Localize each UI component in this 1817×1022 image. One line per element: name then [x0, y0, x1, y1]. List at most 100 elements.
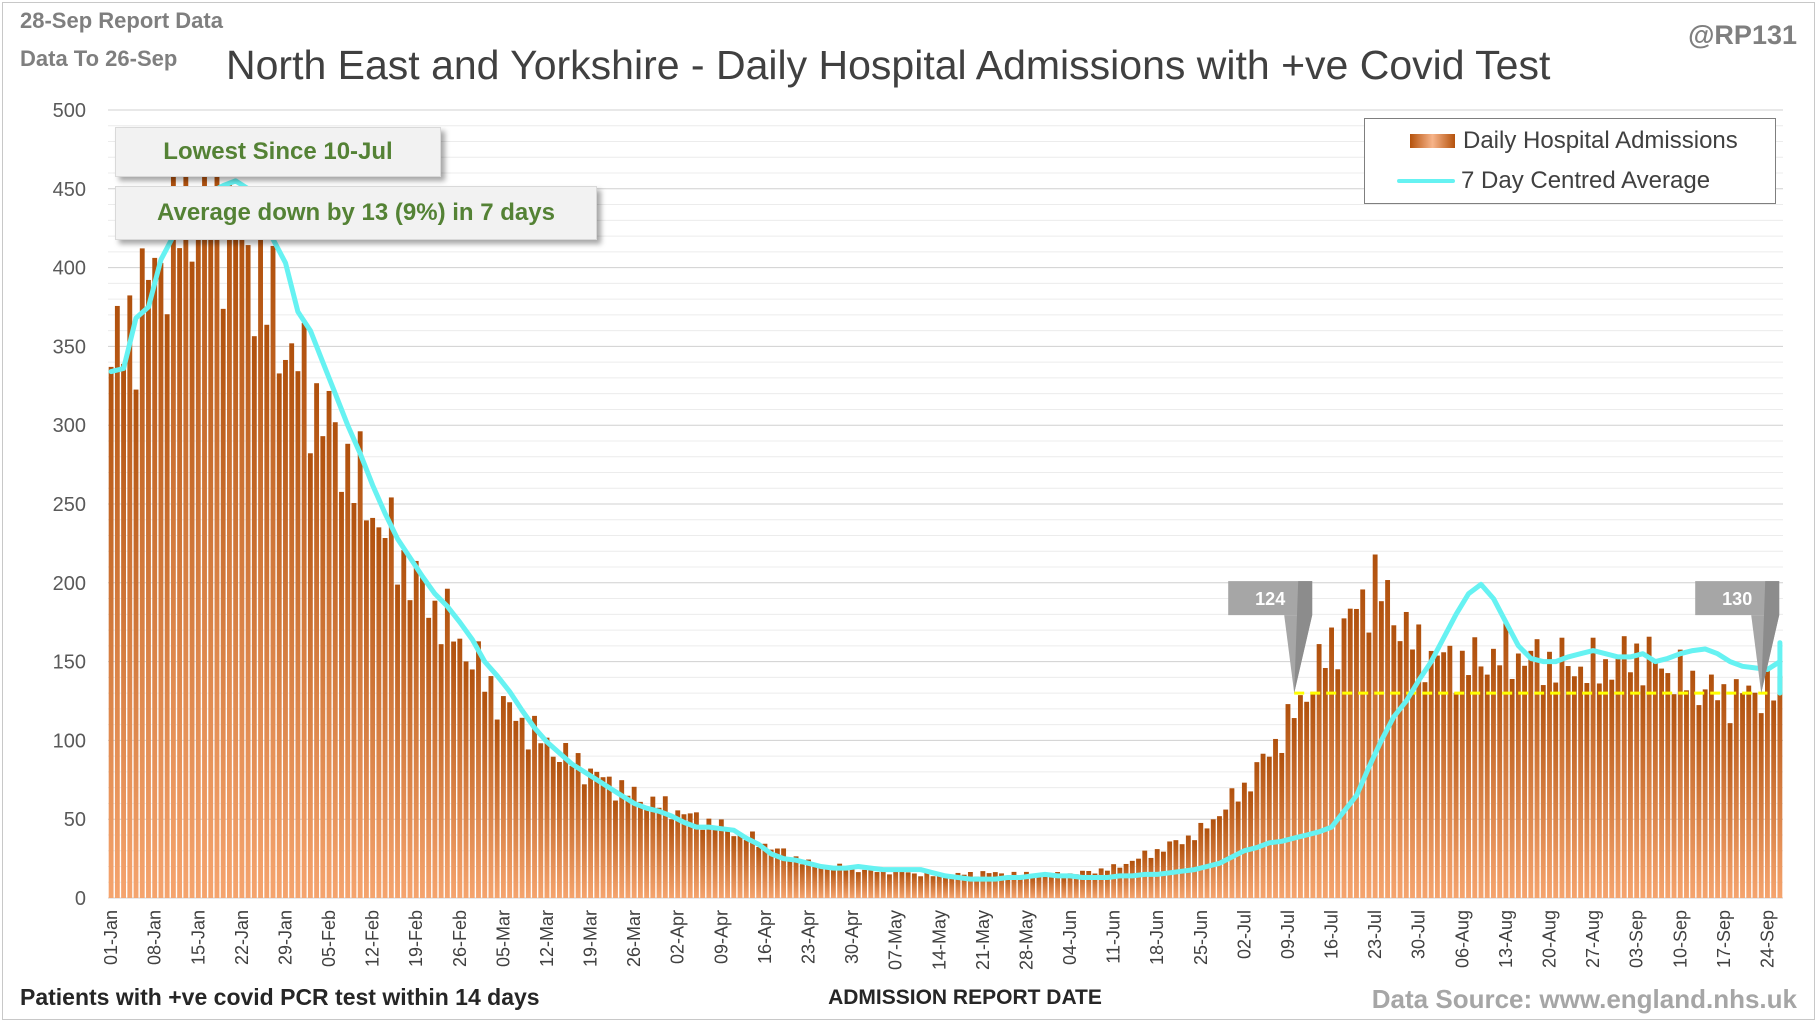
- daily-bar: [307, 453, 313, 898]
- daily-bar: [1665, 673, 1671, 898]
- daily-bar: [887, 874, 892, 898]
- daily-bar: [245, 245, 251, 898]
- daily-bar: [830, 869, 836, 898]
- daily-bar: [1547, 651, 1552, 898]
- daily-bar: [700, 829, 706, 898]
- daily-bar: [1017, 875, 1023, 898]
- daily-bar: [1354, 608, 1359, 898]
- daily-bar: [936, 874, 942, 898]
- daily-bar: [276, 373, 282, 898]
- line-swatch-icon: [1397, 179, 1455, 183]
- daily-bar: [1416, 624, 1422, 898]
- daily-bar: [1553, 682, 1559, 898]
- daily-bar: [370, 517, 376, 898]
- chart-legend: Daily Hospital Admissions 7 Day Centred …: [1364, 118, 1776, 204]
- daily-bar: [868, 867, 874, 898]
- daily-bar: [1515, 653, 1521, 898]
- y-tick-label: 100: [53, 730, 86, 752]
- daily-bar: [1372, 554, 1378, 898]
- legend-item-bars: Daily Hospital Admissions: [1410, 127, 1738, 155]
- daily-bar: [613, 800, 618, 898]
- daily-bar: [750, 831, 755, 898]
- x-tick-label: 26-Feb: [450, 910, 470, 967]
- daily-bar: [114, 305, 120, 898]
- daily-bar: [669, 819, 674, 898]
- daily-bar: [351, 503, 357, 898]
- daily-bar: [718, 819, 724, 898]
- daily-bar: [1291, 718, 1297, 898]
- daily-bar: [407, 600, 413, 898]
- daily-bar: [644, 807, 650, 898]
- report-date-label: 28-Sep Report Data: [20, 8, 223, 33]
- daily-bar: [208, 210, 214, 898]
- daily-bar: [1771, 700, 1777, 898]
- daily-bar: [482, 691, 488, 898]
- x-tick-label: 22-Jan: [232, 910, 252, 965]
- daily-bar: [170, 162, 176, 899]
- daily-bar: [121, 363, 126, 898]
- daily-bar: [1167, 841, 1173, 898]
- daily-bar: [1590, 637, 1596, 898]
- daily-bar: [862, 869, 867, 898]
- daily-bar: [1104, 870, 1110, 898]
- daily-bar: [1715, 700, 1721, 898]
- daily-bar: [594, 771, 600, 898]
- author-handle: @RP131: [1688, 20, 1797, 50]
- daily-bar: [1403, 611, 1409, 898]
- daily-bar: [463, 661, 469, 898]
- chart-title: North East and Yorkshire - Daily Hospita…: [226, 42, 1551, 88]
- daily-bar: [849, 868, 855, 898]
- daily-bar: [980, 871, 986, 898]
- daily-bar: [1316, 644, 1322, 898]
- x-tick-label: 10-Sep: [1670, 910, 1690, 968]
- daily-bar: [799, 864, 805, 898]
- daily-bar: [1621, 636, 1627, 898]
- daily-bar: [806, 859, 811, 898]
- x-tick-label: 19-Feb: [406, 910, 426, 967]
- daily-bar: [774, 848, 780, 898]
- daily-bar: [382, 538, 388, 898]
- daily-bar: [451, 641, 457, 898]
- daily-bar: [992, 872, 998, 898]
- daily-bar: [880, 869, 886, 898]
- daily-bar: [588, 768, 594, 898]
- daily-bar: [426, 617, 432, 898]
- legend-label-bars: Daily Hospital Admissions: [1463, 127, 1738, 154]
- data-source: Data Source: www.england.nhs.uk: [1371, 984, 1797, 1014]
- daily-bar: [500, 696, 506, 898]
- y-tick-label: 250: [53, 494, 86, 516]
- daily-bar: [762, 843, 768, 898]
- daily-bar: [818, 866, 824, 898]
- daily-bar: [1565, 666, 1571, 898]
- daily-bar: [183, 153, 189, 898]
- daily-bar: [1559, 637, 1565, 898]
- daily-bar: [158, 262, 164, 898]
- daily-bar: [1733, 679, 1739, 898]
- daily-bar: [743, 839, 749, 898]
- x-tick-label: 13-Aug: [1496, 910, 1516, 968]
- daily-bar: [239, 199, 245, 898]
- daily-bar: [1603, 659, 1608, 898]
- daily-bar: [1254, 762, 1260, 898]
- y-tick-label: 0: [75, 888, 86, 910]
- x-tick-label: 12-Mar: [537, 910, 557, 967]
- x-tick-label: 26-Mar: [624, 910, 644, 967]
- daily-bar: [824, 866, 830, 898]
- x-tick-label: 04-Jun: [1060, 910, 1080, 965]
- daily-bar: [1459, 650, 1465, 898]
- daily-bar: [575, 753, 581, 898]
- daily-bar: [258, 237, 263, 898]
- x-tick-label: 30-Apr: [842, 910, 862, 964]
- daily-bar: [1727, 723, 1733, 898]
- daily-bar: [1285, 704, 1291, 898]
- daily-bar: [376, 527, 382, 898]
- daily-bar: [1117, 867, 1123, 898]
- daily-bar: [1422, 682, 1428, 898]
- daily-bar: [1466, 675, 1471, 898]
- daily-bar: [737, 833, 743, 898]
- daily-bar: [911, 873, 917, 898]
- daily-bar: [301, 322, 307, 898]
- daily-bar: [1690, 670, 1696, 898]
- daily-bar: [756, 846, 762, 898]
- daily-bar: [1746, 685, 1752, 898]
